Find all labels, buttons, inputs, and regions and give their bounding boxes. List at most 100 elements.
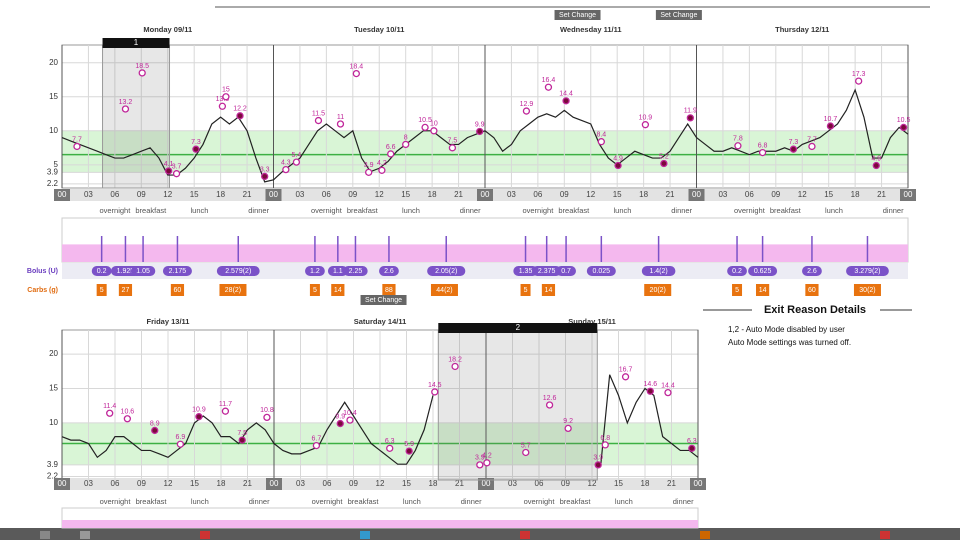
day-label: Wednesday 11/11 — [560, 25, 622, 34]
bg-marker — [476, 461, 484, 469]
bolus-pill — [846, 266, 889, 276]
meal-label: lunch — [191, 206, 209, 215]
bg-marker-label: 13.2 — [119, 99, 133, 106]
carbs-title: Carbs (g) — [27, 287, 58, 294]
bg-marker-label: 9.9 — [475, 121, 485, 128]
bg-marker-label: 7.5 — [237, 430, 247, 437]
bg-marker — [545, 401, 554, 409]
bg-marker — [826, 122, 835, 130]
x-tick-label: 06 — [322, 190, 331, 199]
bolus-label: 0.7 — [561, 268, 571, 275]
bolus-pill — [343, 266, 368, 276]
bg-marker — [430, 127, 438, 135]
x-tick-label: 06 — [533, 190, 542, 199]
bg-marker-label: 6.6 — [386, 144, 396, 151]
bolus-label: 0.2 — [732, 268, 742, 275]
x-tick-label: 09 — [561, 479, 570, 488]
x-tick-label: 03 — [295, 190, 304, 199]
y-tick-label: 15 — [49, 384, 58, 393]
x-tick-label: 21 — [243, 479, 252, 488]
x-tick-label: 06 — [745, 190, 754, 199]
exit-title: Exit Reason Details — [764, 304, 866, 316]
bg-marker-label: 15 — [222, 87, 230, 94]
meal-label: overnight — [312, 497, 344, 506]
carbs-box — [732, 284, 743, 296]
x-tick-box — [690, 478, 706, 490]
bolus-label: 1.1 — [333, 268, 343, 275]
bg-marker — [522, 107, 531, 115]
x-tick-label: 03 — [508, 479, 517, 488]
bg-marker — [176, 440, 185, 448]
carbs-box — [430, 284, 458, 296]
meal-label: dinner — [249, 497, 270, 506]
x-tick-label: 15 — [614, 479, 623, 488]
x-tick-label: 09 — [349, 479, 358, 488]
x-tick-label: 00 — [270, 479, 279, 488]
period-bar — [438, 323, 598, 333]
x-tick-label: 00 — [482, 479, 491, 488]
bg-marker — [405, 447, 413, 455]
bg-marker — [789, 145, 798, 153]
bg-marker — [164, 167, 173, 175]
meal-label: lunch — [825, 206, 843, 215]
x-tick-box — [688, 189, 705, 201]
x-tick-box — [266, 478, 282, 490]
bg-marker-label: 14.6 — [643, 381, 657, 388]
meal-label: dinner — [248, 206, 269, 215]
bg-marker — [172, 170, 181, 178]
x-tick-label: 18 — [428, 190, 437, 199]
bg-marker-label: 9.9 — [335, 413, 345, 420]
x-tick-label: 00 — [58, 190, 67, 199]
bg-marker — [646, 387, 654, 395]
carbs-box — [805, 284, 819, 296]
x-tick-label: 09 — [560, 190, 569, 199]
x-tick-label: 03 — [84, 190, 93, 199]
bg-marker-label: 8.9 — [150, 420, 160, 427]
meal-label: dinner — [671, 206, 692, 215]
bolus-pill — [513, 266, 538, 276]
bg-marker-label: 7.7 — [72, 136, 82, 143]
bolus-pill — [91, 266, 112, 276]
bg-marker-label: 11.4 — [103, 403, 116, 410]
bg-marker — [336, 419, 344, 428]
bg-marker-label: 6.3 — [385, 438, 395, 445]
bg-marker — [73, 142, 81, 151]
bg-marker — [641, 121, 650, 129]
x-tick-label: 09 — [137, 190, 146, 199]
meal-label: breakfast — [348, 497, 380, 506]
bg-marker — [734, 142, 742, 150]
bg-marker-label: 3.3 — [260, 166, 270, 173]
x-tick-label: 15 — [824, 190, 833, 199]
day-label: Tuesday 10/11 — [354, 25, 404, 34]
bg-marker-label: 3.9 — [593, 455, 603, 462]
bg-marker-label: 10.9 — [639, 115, 653, 122]
x-tick-label: 18 — [639, 190, 648, 199]
bg-marker-label: 9.2 — [563, 418, 573, 425]
bg-marker — [476, 127, 484, 136]
y-tick-label: 10 — [49, 418, 58, 427]
bg-marker — [282, 165, 290, 174]
bg-marker-label: 10.5 — [418, 117, 432, 124]
bg-marker-label: 3.9 — [364, 162, 374, 169]
x-tick-label: 06 — [535, 479, 544, 488]
carbs-box — [170, 284, 185, 296]
bg-marker-label: 7.3 — [789, 139, 799, 146]
x-tick-label: 18 — [217, 479, 226, 488]
carbs-box — [520, 284, 531, 296]
bg-marker-label: 13.6 — [216, 96, 230, 103]
bolus-label: 0.2 — [97, 268, 107, 275]
bolus-pill — [427, 266, 466, 276]
x-tick-box — [54, 478, 70, 490]
bg-marker-label: 6.9 — [175, 434, 185, 441]
bolus-label: 2.25 — [349, 268, 363, 275]
exit-line: 1,2 - Auto Mode disabled by user — [728, 325, 845, 334]
x-tick-label: 15 — [190, 190, 199, 199]
bg-marker — [686, 114, 694, 122]
bolus-pill — [556, 266, 576, 276]
bolus-row — [62, 263, 908, 279]
meal-label: lunch — [615, 497, 633, 506]
bg-marker — [221, 407, 230, 415]
bolus-label: 2.05(2) — [435, 268, 457, 275]
exit-line: Auto Mode settings was turned off. — [728, 338, 851, 347]
